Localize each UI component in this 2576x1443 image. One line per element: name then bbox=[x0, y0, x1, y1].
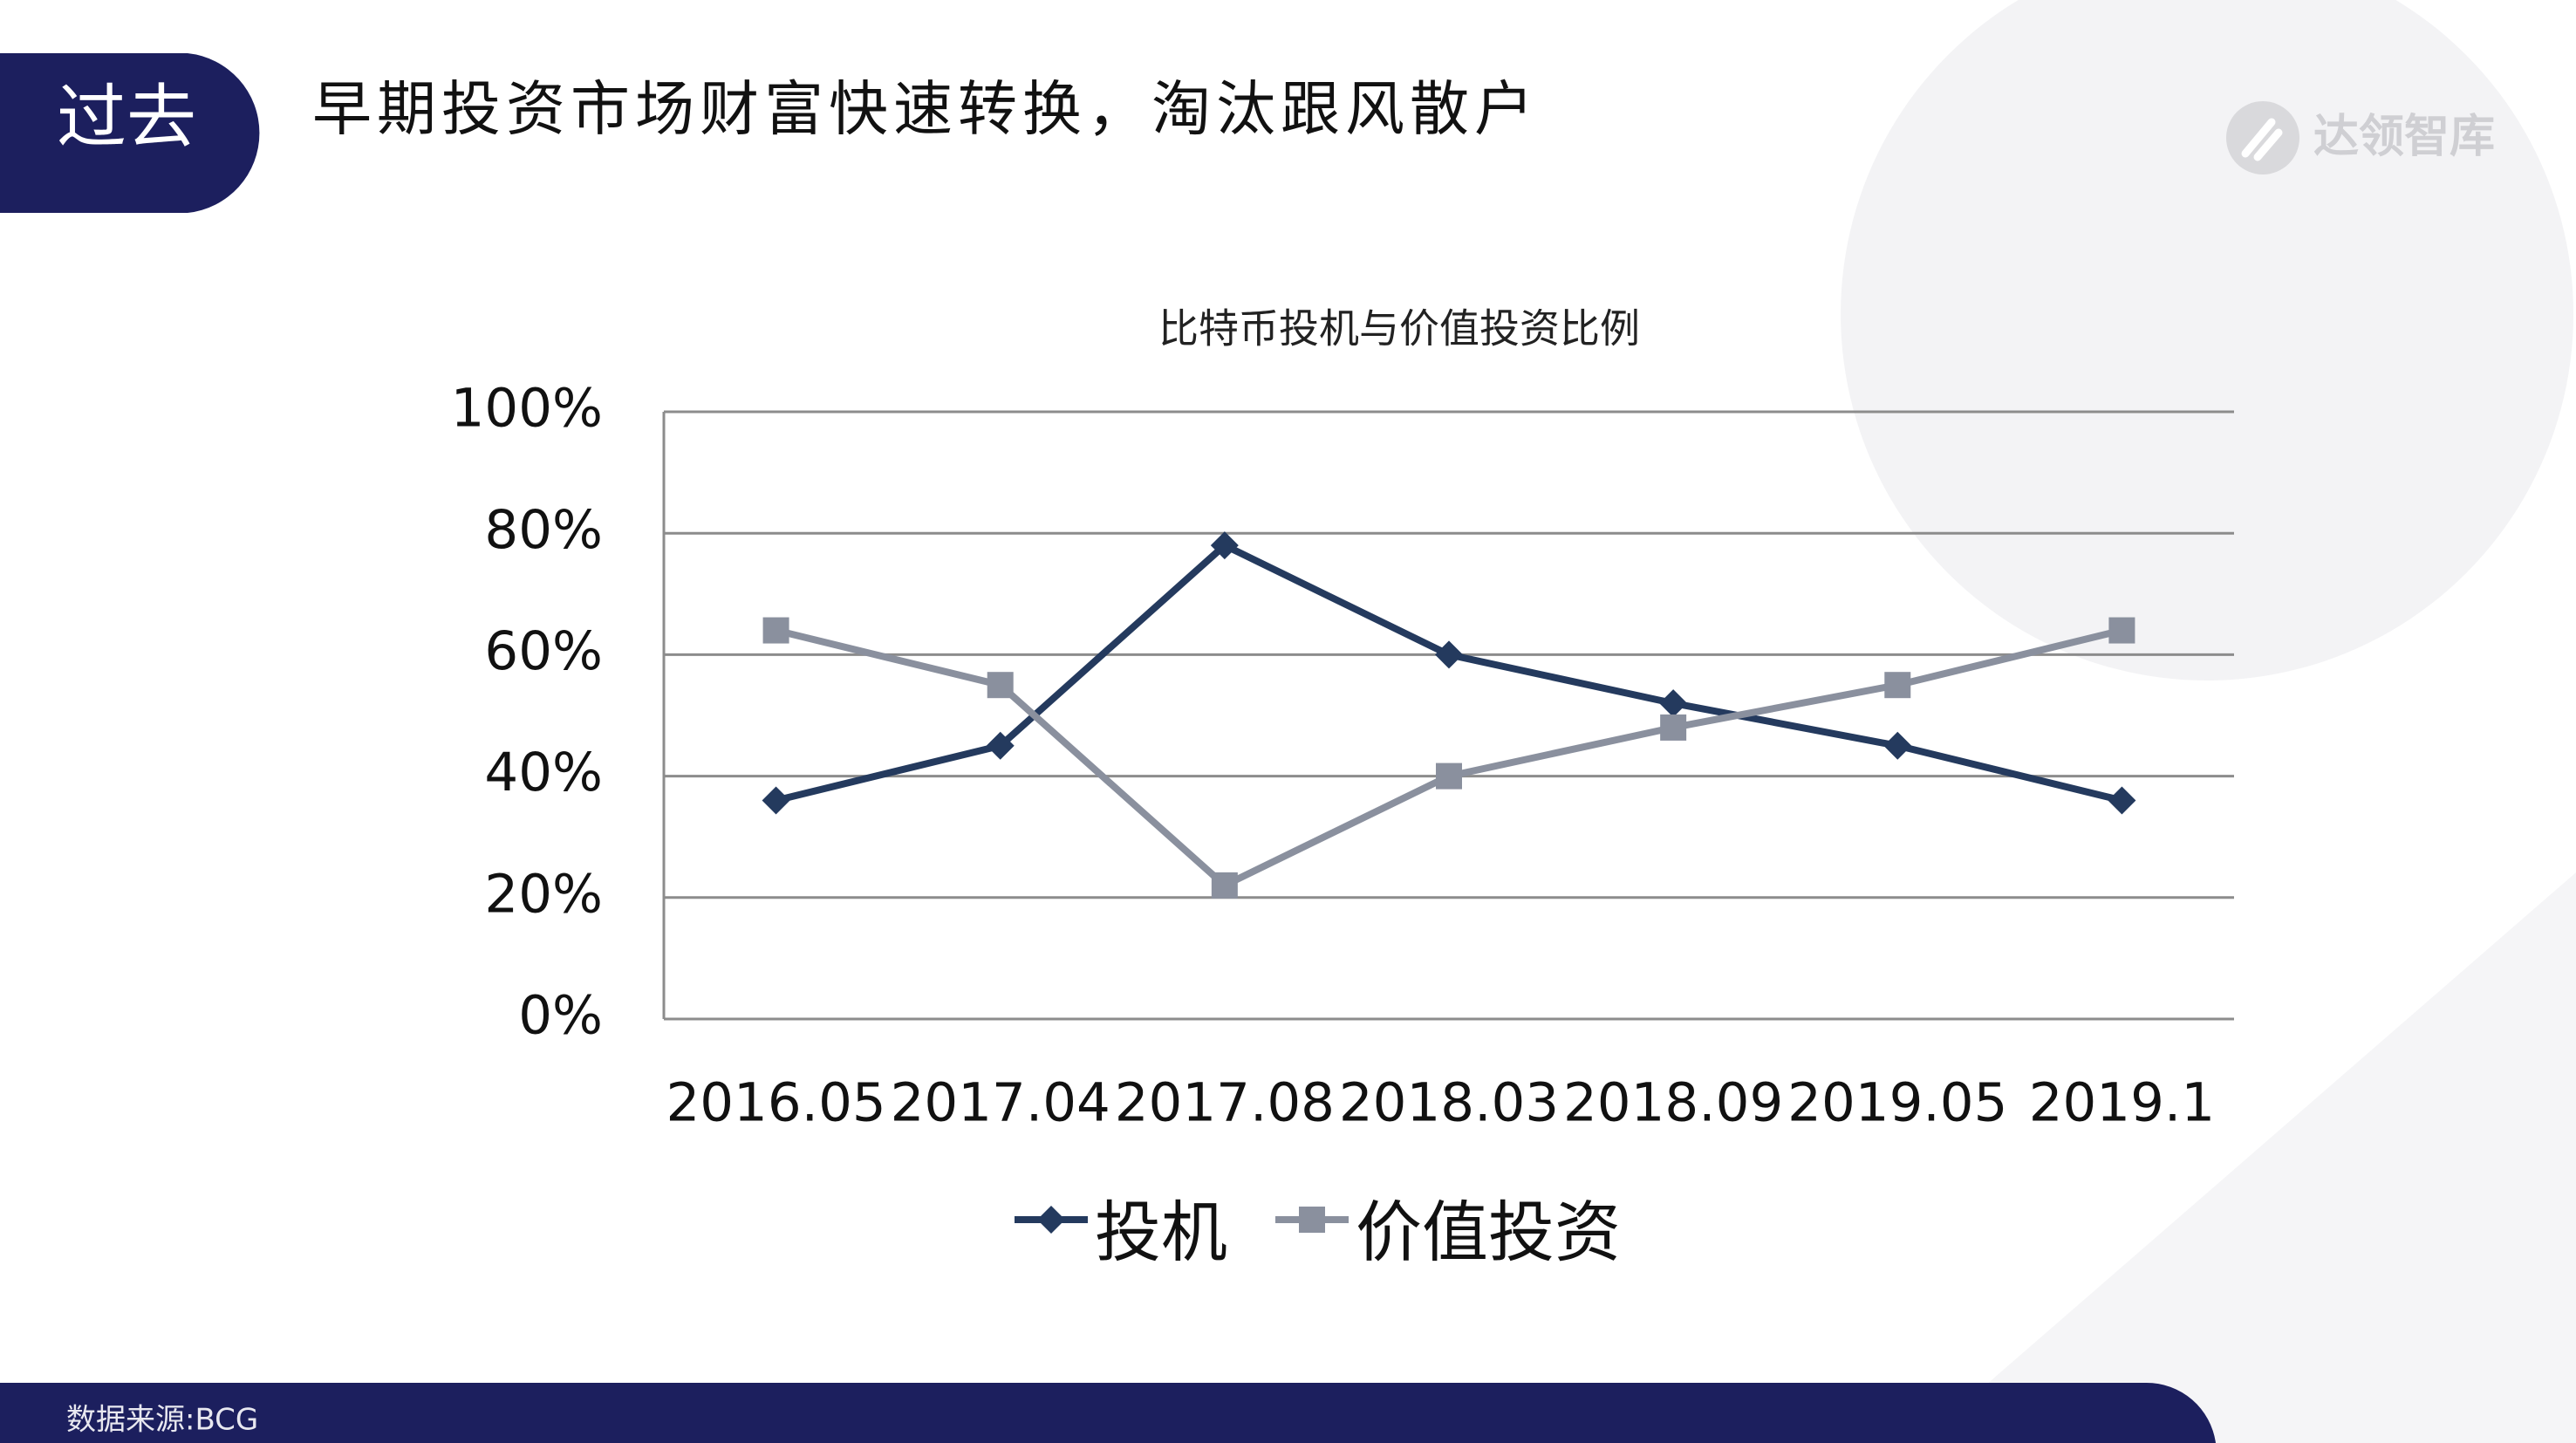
legend-marker bbox=[1299, 1207, 1325, 1233]
data-point bbox=[762, 617, 789, 644]
series-line bbox=[775, 542, 2123, 804]
legend-label: 价值投资 bbox=[1356, 1193, 1621, 1271]
y-tick-label: 20% bbox=[484, 863, 603, 925]
data-point bbox=[1883, 731, 1912, 760]
header-tag-bg bbox=[0, 53, 260, 213]
data-point bbox=[1436, 763, 1462, 790]
footer-bar bbox=[0, 1382, 2216, 1443]
data-point bbox=[986, 731, 1015, 760]
legend-marker bbox=[1037, 1206, 1065, 1234]
data-point bbox=[1884, 672, 1911, 699]
chart: 0%20%40%60%80%100%2016.05 2017.04 2017.08 2… bbox=[451, 378, 2234, 1271]
data-point bbox=[1211, 872, 1238, 899]
header-tag: 过去 bbox=[57, 77, 196, 158]
background-decoration bbox=[1841, 0, 2574, 680]
chart-title: 比特币投机与价值投资比例 bbox=[1158, 305, 1640, 352]
legend-label: 投机 bbox=[1095, 1193, 1227, 1271]
x-tick-label: 2018.09 bbox=[1563, 1072, 1783, 1134]
footer-source: 数据来源:BCG bbox=[66, 1403, 258, 1438]
header-title: 早期投资市场财富快速转换，淘汰跟风散户 bbox=[312, 76, 1539, 145]
logo-text: 达领智库 bbox=[2313, 111, 2495, 163]
data-point bbox=[1435, 640, 1463, 669]
x-tick-label: 2017.04 bbox=[891, 1072, 1110, 1134]
x-tick-label: 2016.05 bbox=[666, 1072, 885, 1134]
data-point bbox=[1659, 689, 1688, 718]
series-line bbox=[775, 626, 2123, 889]
x-tick-label: 2017.08 bbox=[1115, 1072, 1335, 1134]
data-point bbox=[762, 786, 790, 815]
y-tick-label: 40% bbox=[484, 742, 603, 804]
x-tick-label: 2019.05 bbox=[1787, 1072, 2007, 1134]
data-point bbox=[2108, 617, 2135, 644]
y-tick-label: 0% bbox=[518, 985, 603, 1047]
x-tick-label: 2018.03 bbox=[1339, 1072, 1559, 1134]
data-point bbox=[987, 672, 1014, 699]
data-point bbox=[1210, 531, 1239, 560]
data-point bbox=[1660, 714, 1687, 741]
y-tick-label: 60% bbox=[484, 620, 603, 682]
data-point bbox=[2108, 786, 2136, 815]
logo-icon-mark bbox=[2241, 118, 2283, 161]
y-tick-label: 80% bbox=[484, 499, 603, 561]
x-tick-label: 2019.1 bbox=[2029, 1072, 2215, 1134]
y-tick-label: 100% bbox=[451, 378, 603, 440]
background-decoration bbox=[1919, 872, 2576, 1443]
